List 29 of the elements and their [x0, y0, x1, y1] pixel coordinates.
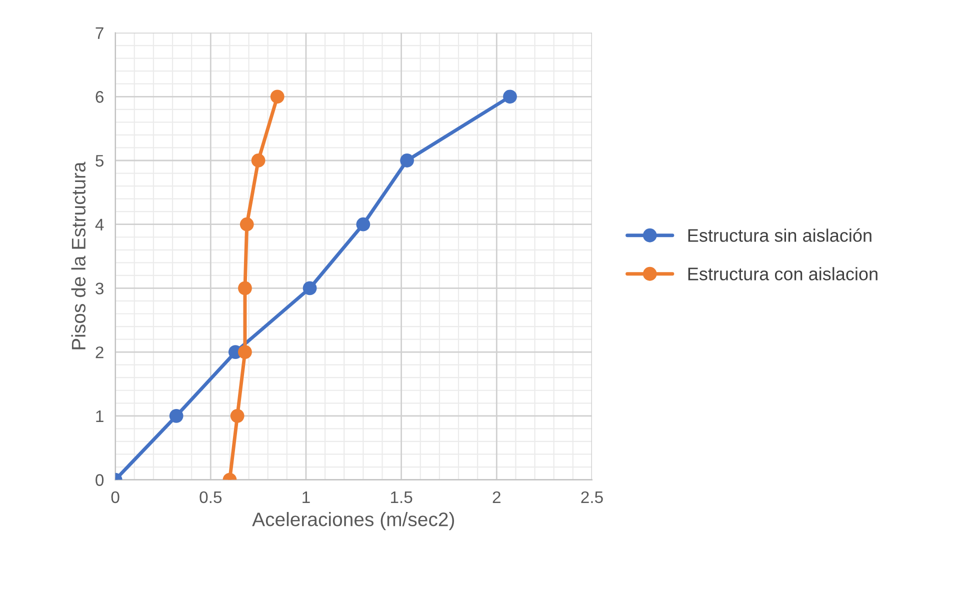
point: [230, 408, 244, 423]
x-tick-label: 1: [302, 492, 310, 503]
point: [240, 217, 254, 232]
x-tick-label: 0: [111, 491, 120, 504]
point: [238, 345, 252, 360]
legend-label: Estructura sin aislación: [688, 228, 872, 242]
y-tick-label: 1: [96, 410, 104, 422]
y-tick-label: 7: [96, 27, 104, 39]
legend-label: Estructura con aislacion: [688, 267, 878, 280]
point: [503, 90, 517, 104]
point: [251, 154, 266, 168]
point: [302, 281, 317, 296]
point: [270, 90, 284, 104]
x-axis-title: Aceleraciones (m/sec2): [252, 512, 454, 530]
point: [238, 281, 252, 296]
y-tick-label: 2: [96, 346, 104, 358]
point: [356, 217, 370, 232]
x-tick-label: 2.5: [581, 491, 603, 504]
y-tick-label: 6: [96, 91, 104, 103]
x-tick-label: 0.5: [200, 491, 222, 504]
y-tick-label: 3: [96, 282, 104, 294]
y-axis-title: Pisos de la Estructura: [71, 162, 86, 350]
x-tick-label: 1.5: [391, 492, 412, 504]
y-tick-label: 0: [96, 474, 104, 486]
point: [169, 408, 184, 423]
x-tick-label: 2: [492, 491, 500, 503]
y-tick-label: 5: [96, 155, 104, 167]
point: [400, 154, 414, 168]
y-tick-label: 4: [95, 218, 104, 230]
